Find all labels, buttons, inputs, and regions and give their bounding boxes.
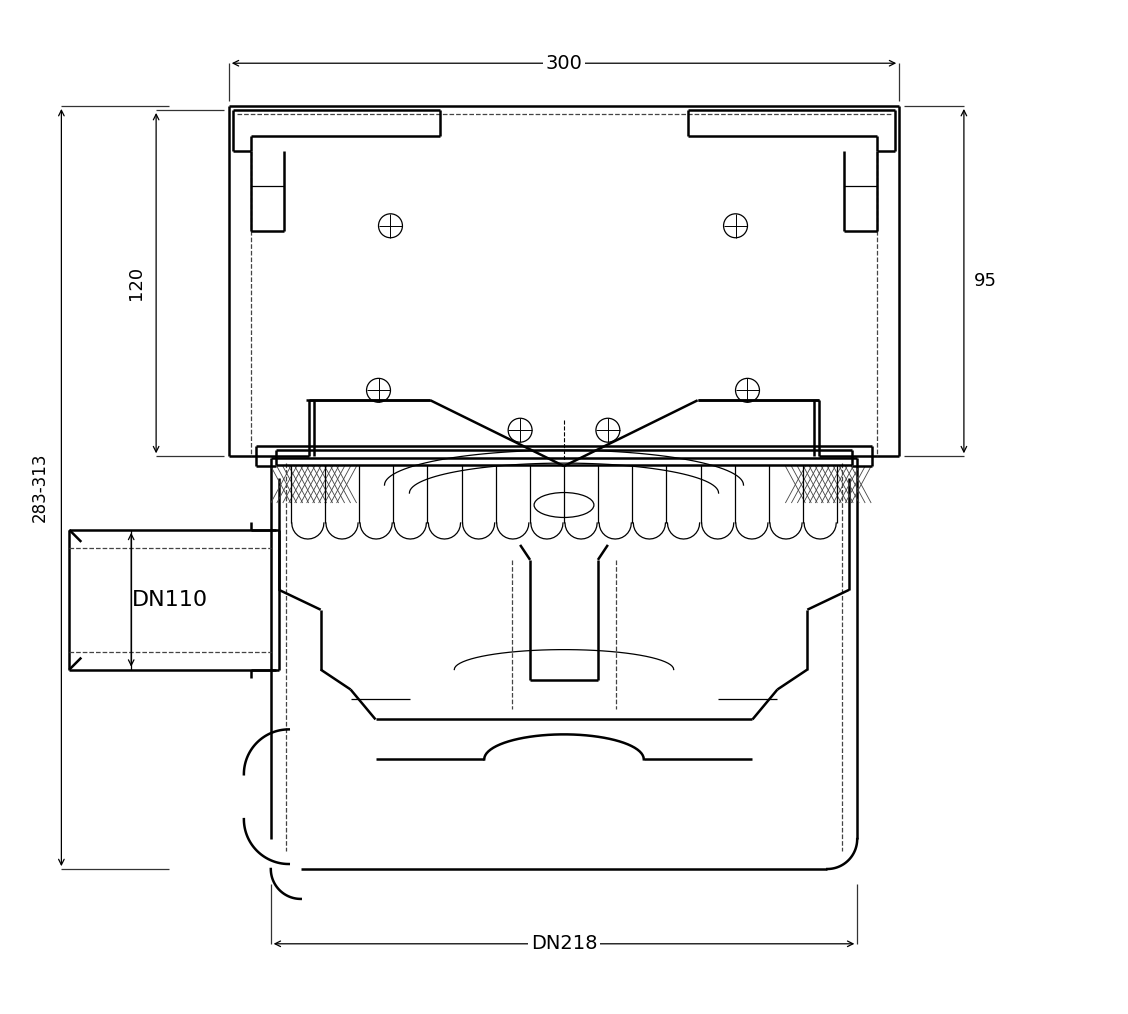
Text: 300: 300 [546, 54, 582, 73]
Text: DN218: DN218 [531, 934, 597, 953]
Text: 95: 95 [975, 272, 997, 290]
Text: 283-313: 283-313 [30, 453, 49, 522]
Text: DN110: DN110 [132, 590, 209, 609]
Text: 120: 120 [127, 266, 146, 300]
